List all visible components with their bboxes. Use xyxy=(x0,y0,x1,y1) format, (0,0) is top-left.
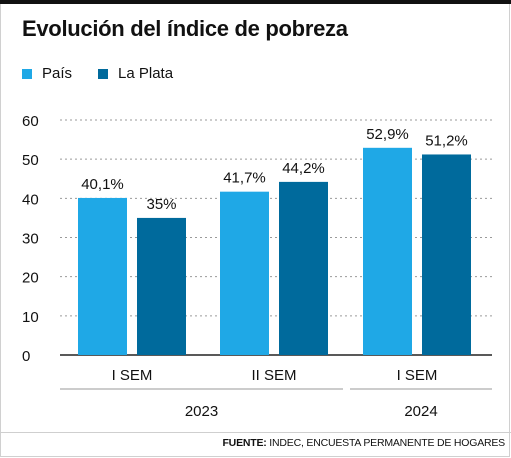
bar-pais xyxy=(363,147,412,355)
top-rule xyxy=(0,0,511,4)
bar-la-plata xyxy=(137,217,186,355)
data-label: 41,7% xyxy=(223,170,266,187)
y-tick-label: 20 xyxy=(22,270,39,287)
source-note: FUENTE: INDEC, ENCUESTA PERMANENTE DE HO… xyxy=(222,437,505,449)
source-label: FUENTE: xyxy=(222,437,267,449)
source-text: INDEC, ENCUESTA PERMANENTE DE HOGARES xyxy=(266,437,505,449)
x-tick-label: II SEM xyxy=(251,367,296,384)
legend-item-pais: País xyxy=(22,65,72,82)
data-label: 52,9% xyxy=(366,126,409,143)
bar-pais xyxy=(220,191,269,355)
y-tick-label: 10 xyxy=(22,309,39,326)
bar-la-plata xyxy=(279,181,328,355)
legend-swatch-pais xyxy=(22,68,32,79)
bar-la-plata xyxy=(422,154,471,355)
y-tick-label: 60 xyxy=(22,113,39,130)
legend-label-la-plata: La Plata xyxy=(118,65,174,82)
data-label: 40,1% xyxy=(81,176,124,193)
legend: País La Plata xyxy=(22,65,199,82)
y-tick-label: 30 xyxy=(22,231,39,248)
group-label: 2024 xyxy=(404,403,437,420)
legend-item-la-plata: La Plata xyxy=(98,65,173,82)
x-tick-label: I SEM xyxy=(397,367,438,384)
y-tick-label: 0 xyxy=(22,348,30,365)
footer-rule xyxy=(0,432,511,433)
data-label: 44,2% xyxy=(282,160,325,177)
y-tick-label: 50 xyxy=(22,152,39,169)
chart-title: Evolución del índice de pobreza xyxy=(22,16,348,41)
legend-label-pais: País xyxy=(42,65,73,82)
data-label: 35% xyxy=(146,196,176,213)
data-label: 51,2% xyxy=(425,132,468,149)
group-label: 2023 xyxy=(185,403,218,420)
legend-swatch-la-plata xyxy=(98,68,109,79)
bar-pais xyxy=(78,197,127,355)
x-tick-label: I SEM xyxy=(112,367,153,384)
y-tick-label: 40 xyxy=(22,191,39,208)
